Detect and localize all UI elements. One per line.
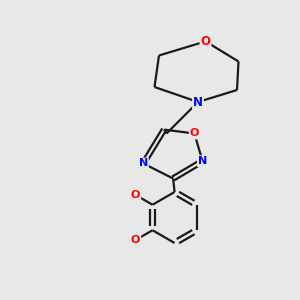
Text: O: O	[131, 190, 140, 200]
Text: O: O	[131, 235, 140, 245]
Text: N: N	[139, 158, 148, 169]
Text: N: N	[193, 95, 203, 109]
Text: N: N	[198, 156, 207, 166]
Text: O: O	[200, 35, 211, 48]
Text: O: O	[190, 128, 199, 139]
